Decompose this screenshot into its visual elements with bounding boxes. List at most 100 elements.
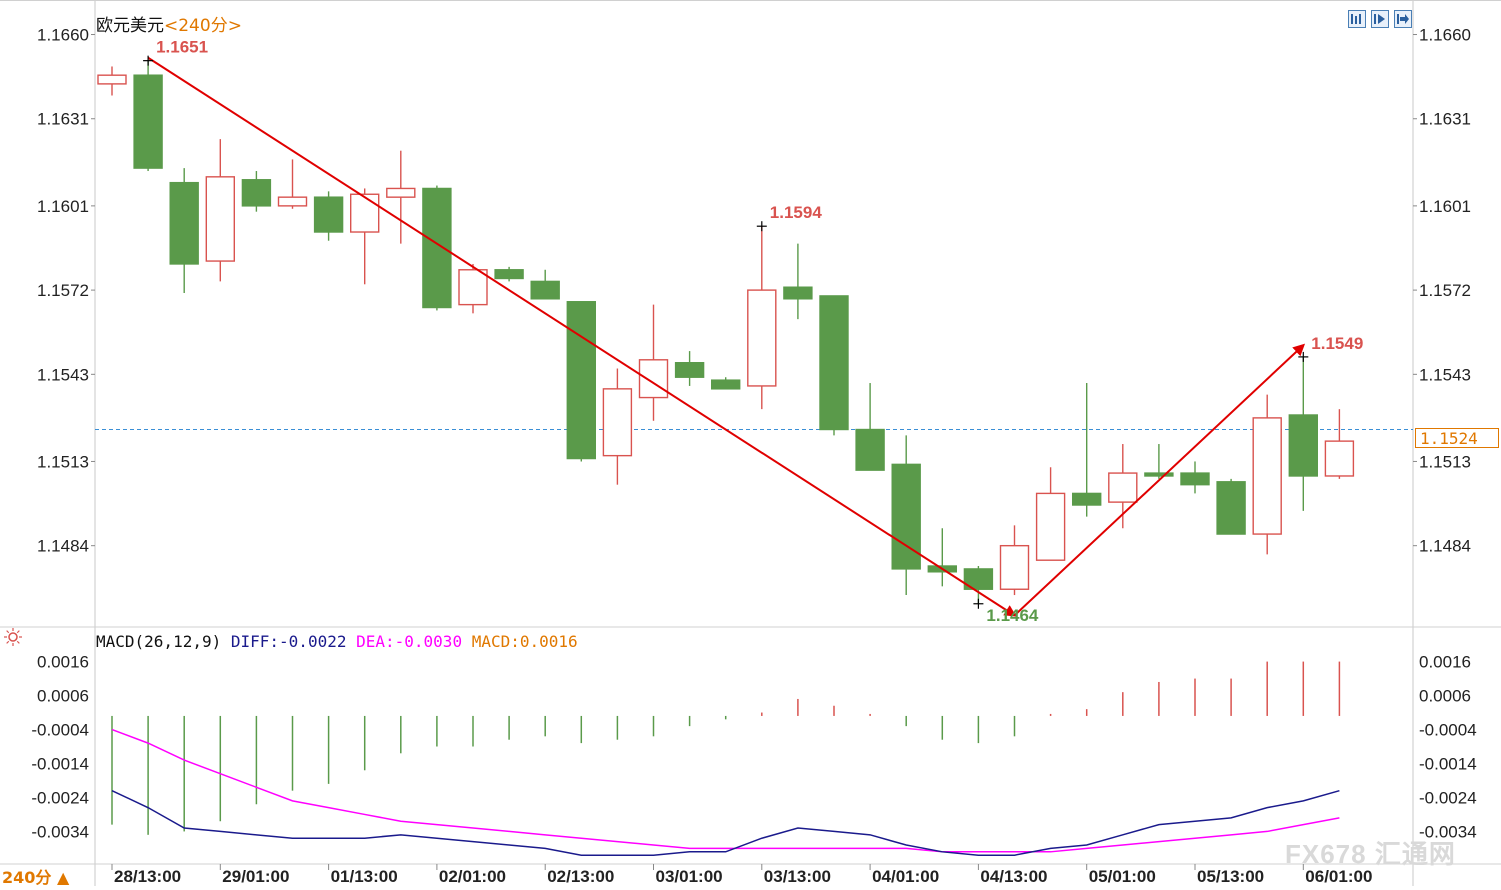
indicator-settings-icon-ray — [16, 630, 20, 634]
candle-down — [711, 379, 741, 390]
current-price-tag: 1.1524 — [1415, 428, 1499, 448]
macd-dea-value: DEA:-0.0030 — [356, 632, 463, 651]
macd-y-tick-left: 0.0006 — [37, 687, 89, 706]
price-y-tick-left: 1.1513 — [37, 452, 89, 471]
price-y-tick-left: 1.1484 — [37, 537, 89, 556]
x-tick-label: 04/13:00 — [980, 867, 1047, 886]
period-tab[interactable]: 240分 ▲ — [2, 868, 70, 887]
macd-y-tick-right: -0.0024 — [1419, 788, 1477, 807]
macd-y-tick-left: -0.0024 — [31, 788, 89, 807]
arrow-right-bar-icon — [1397, 14, 1409, 24]
candle-down — [783, 286, 813, 300]
candle-up — [277, 196, 308, 207]
x-tick-label: 29/01:00 — [222, 867, 289, 886]
candle-down — [133, 74, 163, 169]
price-annotation: 1.1594 — [770, 203, 823, 222]
x-tick-label: 01/13:00 — [331, 867, 398, 886]
x-tick-label: 28/13:00 — [114, 867, 181, 886]
candle-down — [674, 362, 705, 378]
macd-y-tick-right: -0.0004 — [1419, 721, 1477, 740]
candle-down — [169, 181, 199, 265]
macd-y-tick-right: 0.0016 — [1419, 653, 1471, 672]
candle-up — [1035, 492, 1066, 561]
candle-down — [494, 269, 524, 280]
candle-down — [1180, 472, 1210, 486]
price-y-tick-right: 1.1513 — [1419, 452, 1471, 471]
candle-down — [1216, 481, 1246, 535]
candle-up — [999, 544, 1030, 590]
price-y-tick-right: 1.1484 — [1419, 537, 1471, 556]
trend-arrow — [1013, 343, 1306, 617]
macd-header: MACD(26,12,9) DIFF:-0.0022 DEA:-0.0030 M… — [96, 632, 578, 651]
candle-up — [458, 269, 488, 306]
candle-down — [530, 280, 560, 300]
candle-up — [97, 74, 127, 85]
instrument-name: 欧元美元 — [96, 16, 164, 36]
x-tick-label: 05/01:00 — [1089, 867, 1156, 886]
watermark-logo: FX678 汇通网 — [1285, 839, 1456, 869]
zoom-in-button[interactable] — [1371, 10, 1389, 28]
price-y-tick-left: 1.1543 — [37, 365, 89, 384]
trend-arrow — [147, 56, 1017, 617]
price-y-tick-right: 1.1543 — [1419, 365, 1471, 384]
candle-up — [1324, 440, 1355, 477]
macd-params: MACD(26,12,9) — [96, 632, 222, 651]
indicator-settings-icon-ray — [16, 640, 20, 644]
candle-up — [350, 193, 380, 233]
price-y-tick-right: 1.1572 — [1419, 281, 1471, 300]
chart-title: 欧元美元<240分> — [96, 11, 242, 36]
x-tick-label: 05/13:00 — [1197, 867, 1264, 886]
macd-y-tick-left: 0.0016 — [37, 653, 89, 672]
period-label[interactable]: <240分> — [164, 16, 242, 36]
x-tick-label: 04/01:00 — [872, 867, 939, 886]
macd-y-tick-left: -0.0014 — [31, 754, 89, 773]
macd-y-tick-right: 0.0006 — [1419, 687, 1471, 706]
candle-up — [386, 187, 416, 198]
price-y-tick-left: 1.1660 — [37, 26, 89, 45]
x-tick-label: 02/13:00 — [547, 867, 614, 886]
x-tick-label: 02/01:00 — [439, 867, 506, 886]
indicator-settings-icon — [8, 632, 18, 642]
x-tick-label: 03/01:00 — [656, 867, 723, 886]
candle-up — [1108, 472, 1138, 503]
macd-macd-value: MACD:0.0016 — [471, 632, 578, 651]
bars-left-icon — [1351, 14, 1361, 24]
candle-down — [1288, 414, 1319, 477]
candle-down — [422, 187, 452, 309]
price-y-tick-left: 1.1601 — [37, 197, 89, 216]
x-tick-label: 06/01:00 — [1305, 867, 1372, 886]
bars-play-icon — [1374, 14, 1385, 24]
macd-y-tick-left: -0.0004 — [31, 721, 89, 740]
candle-down — [1144, 472, 1174, 477]
zoom-out-button[interactable] — [1348, 10, 1366, 28]
candle-down — [1071, 492, 1102, 506]
macd-dea-line — [111, 728, 1340, 853]
price-y-tick-right: 1.1660 — [1419, 26, 1471, 45]
candle-down — [963, 568, 994, 590]
candle-down — [566, 301, 596, 460]
macd-diff-line — [111, 789, 1340, 856]
candle-down — [241, 179, 272, 207]
price-annotation: 1.1549 — [1311, 334, 1363, 353]
candle-up — [638, 359, 669, 399]
candle-up — [602, 388, 633, 457]
macd-diff-value: DIFF:-0.0022 — [230, 632, 347, 651]
candle-down — [855, 428, 885, 471]
candle-down — [819, 295, 849, 431]
candle-down — [313, 196, 344, 233]
macd-y-tick-right: -0.0014 — [1419, 754, 1477, 773]
price-y-tick-right: 1.1601 — [1419, 197, 1471, 216]
candle-up — [205, 176, 236, 262]
scroll-right-button[interactable] — [1394, 10, 1412, 28]
candle-up — [1252, 417, 1282, 535]
price-y-tick-right: 1.1631 — [1419, 110, 1471, 129]
indicator-settings-icon-ray — [6, 640, 10, 644]
candle-down — [891, 463, 921, 570]
price-annotation: 1.1464 — [986, 606, 1039, 625]
candle-up — [747, 289, 777, 387]
x-tick-label: 03/13:00 — [764, 867, 831, 886]
macd-y-tick-right: -0.0034 — [1419, 822, 1477, 841]
indicator-settings-icon-ray — [6, 630, 10, 634]
